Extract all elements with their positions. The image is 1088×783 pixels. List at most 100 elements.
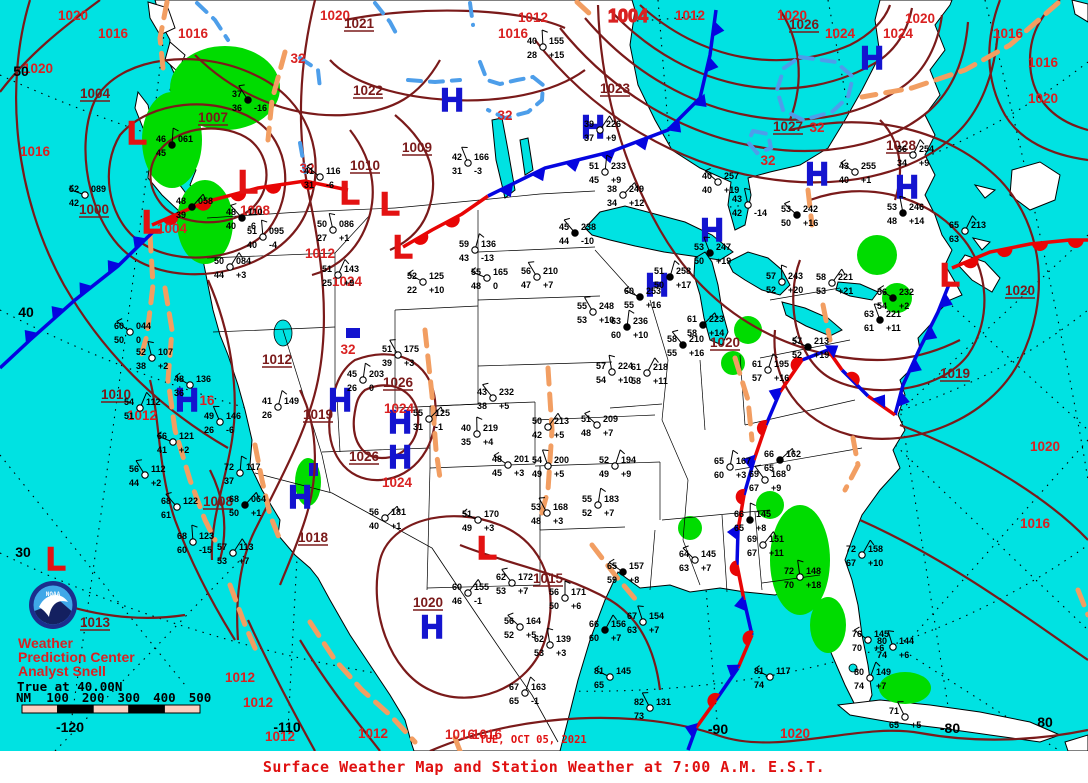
wind-barb-feather — [528, 261, 535, 263]
station-plot: 40 28 155 +15 — [527, 29, 564, 60]
station-plot: 76 70 145 +6 — [852, 626, 889, 653]
pressure-text: 258 — [676, 266, 691, 276]
high-pressure-symbol: H — [440, 82, 463, 118]
temperature-text: 61 — [687, 314, 697, 324]
wind-barb-feather — [792, 335, 798, 341]
pressure-label: 1020 — [1028, 91, 1058, 106]
temperature-text: 61 — [752, 359, 762, 369]
scale-segments — [21, 704, 201, 714]
pressure-tendency-text: +2 — [179, 445, 189, 455]
isobar — [879, 119, 902, 201]
wind-barb-feather — [797, 559, 804, 563]
pressure-tendency-text: 0 — [369, 383, 374, 393]
wind-barb-feather — [634, 182, 638, 189]
graticule-line — [904, 439, 1088, 646]
warm-front — [951, 238, 1088, 270]
pressure-tendency-text: +3 — [736, 470, 746, 480]
precip-area — [879, 672, 931, 704]
dewpoint-text: 26 — [347, 383, 357, 393]
low-pressure-symbol: L — [340, 175, 360, 211]
pressure-text: 125 — [429, 271, 444, 281]
cold-front-pip — [51, 306, 65, 320]
state-border — [682, 539, 701, 586]
cold-front-pip — [923, 326, 938, 341]
pressure-label: 1026 — [383, 375, 414, 390]
state-border — [661, 509, 771, 521]
sky-cover-symbol — [464, 589, 472, 597]
station-plot: 43 40 255 +1 — [839, 159, 876, 185]
pressure-label: 1000 — [79, 202, 109, 217]
pressure-label: 1012 — [675, 8, 705, 23]
station-plot: 61 58 218 +11 — [631, 357, 668, 386]
wind-barb-feather — [261, 219, 268, 223]
pressure-tendency-text: +7 — [604, 508, 614, 518]
temperature-text: 72 — [846, 544, 856, 554]
state-border — [282, 329, 323, 456]
pressure-text: 151 — [769, 534, 784, 544]
temperature-text: 56 — [504, 616, 514, 626]
cold-front-pip — [531, 167, 546, 182]
station-plot: 50 44 084 +3 — [214, 252, 251, 280]
pressure-tendency-text: +2 — [151, 478, 161, 488]
isobar — [534, 29, 1000, 184]
pressure-tendency-text: +5 — [499, 401, 509, 411]
pressure-label: 1026 — [349, 449, 380, 464]
cold-front-pip — [79, 282, 93, 297]
pressure-text: 213 — [814, 336, 829, 346]
sky-cover-symbol — [909, 151, 917, 159]
wind-barb-feather — [791, 448, 795, 455]
pressure-text: 164 — [526, 616, 541, 626]
trough-line — [805, 187, 815, 228]
sky-cover-symbol — [571, 229, 579, 237]
sky-cover-symbol — [646, 704, 654, 712]
trough-line — [307, 619, 418, 745]
sky-cover-symbol — [608, 368, 616, 376]
isobar — [247, 619, 316, 751]
temperature-text: 72 — [784, 566, 794, 576]
freezing-isotherm — [298, 56, 322, 90]
lake — [727, 251, 791, 296]
precip-area — [678, 516, 702, 540]
high-pressure-symbol: H — [700, 212, 723, 248]
station-plot: 58 53 221 +21 — [816, 268, 853, 296]
sky-cover-symbol — [706, 249, 714, 257]
dewpoint-text: 34 — [607, 198, 617, 208]
dewpoint-text: 54 — [877, 301, 887, 311]
pressure-text: 143 — [344, 264, 359, 274]
station-plot: 56 54 232 +2 — [877, 285, 914, 311]
station-plot: 71 65 +5 — [889, 701, 921, 730]
graticule-line — [54, 554, 246, 751]
station-plot: 68 61 122 — [161, 491, 198, 520]
temperature-text: 53 — [887, 202, 897, 212]
station-plot: 54 51 112 — [124, 392, 161, 421]
isobar — [194, 54, 441, 117]
wind-barb-feather — [637, 605, 644, 608]
warm-front-pip — [846, 371, 860, 386]
pressure-label: 1016 — [20, 144, 51, 159]
isobar — [328, 353, 437, 482]
wind-barb-feather — [609, 115, 614, 122]
wind-barb-feather — [564, 580, 571, 584]
pressure-label: 1007 — [198, 110, 228, 125]
warm-front-pip — [265, 184, 282, 194]
pressure-tendency-text: -4 — [269, 240, 277, 250]
pressure-label: 1012 — [243, 695, 273, 710]
pressure-tendency-text: +3 — [553, 516, 563, 526]
warm-front-pip — [230, 191, 247, 202]
station-plot: 51 45 233 +9 — [589, 154, 626, 185]
temperature-text: 60 — [452, 582, 462, 592]
precip-area — [882, 283, 912, 313]
station-plot: 81 65 145 — [594, 665, 631, 690]
landmass — [134, 0, 1088, 751]
isobar — [773, 121, 1040, 440]
pressure-text: 116 — [326, 166, 341, 176]
wind-barb-feather — [594, 665, 600, 670]
dewpoint-text: 45 — [156, 148, 166, 158]
isobar — [559, 21, 970, 152]
lake — [584, 205, 734, 261]
temperature-text: 65 — [714, 456, 724, 466]
sky-cover-symbol — [274, 403, 282, 411]
dewpoint-text: 45 — [492, 468, 502, 478]
state-border — [534, 461, 661, 467]
sky-cover-symbol — [419, 278, 427, 286]
